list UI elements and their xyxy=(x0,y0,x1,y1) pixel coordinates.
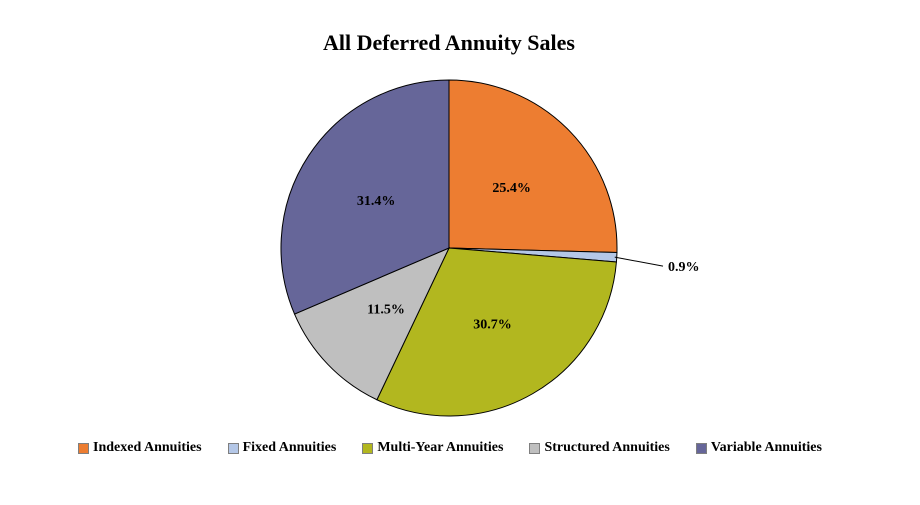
legend-item-indexed: Indexed Annuities xyxy=(78,440,202,456)
leader-line-fixed-annuities xyxy=(614,256,664,267)
data-label-structured-annuities: 11.5% xyxy=(367,303,405,318)
legend-swatch-variable xyxy=(695,442,707,454)
legend-swatch-multi-year xyxy=(362,442,374,454)
legend-label-indexed: Indexed Annuities xyxy=(93,440,202,455)
data-label-indexed-annuities: 25.4% xyxy=(492,181,531,196)
legend: Indexed Annuities Fixed Annuities Multi-… xyxy=(0,440,900,456)
data-label-variable-annuities: 31.4% xyxy=(357,194,396,209)
data-label-multi-year-annuities: 30.7% xyxy=(473,318,512,333)
chart-title: All Deferred Annuity Sales xyxy=(323,30,575,55)
pie-slice-indexed-annuities xyxy=(448,79,618,254)
legend-swatch-fixed xyxy=(227,442,239,454)
legend-item-structured: Structured Annuities xyxy=(529,440,670,456)
legend-label-multi-year: Multi-Year Annuities xyxy=(377,440,504,455)
legend-swatch-structured xyxy=(529,442,541,454)
pie-slice-variable-annuities xyxy=(280,79,450,315)
pie-slice-structured-annuities xyxy=(293,247,451,401)
legend-swatch-indexed xyxy=(78,442,90,454)
legend-item-variable: Variable Annuities xyxy=(695,440,822,456)
legend-item-fixed: Fixed Annuities xyxy=(227,440,337,456)
legend-label-variable: Variable Annuities xyxy=(710,440,822,455)
pie-slice-multi-year-annuities xyxy=(376,247,617,417)
legend-label-fixed: Fixed Annuities xyxy=(242,440,337,455)
data-label-fixed-annuities: 0.9% xyxy=(668,260,700,275)
legend-label-structured: Structured Annuities xyxy=(544,440,670,455)
legend-item-multi-year: Multi-Year Annuities xyxy=(362,440,503,456)
